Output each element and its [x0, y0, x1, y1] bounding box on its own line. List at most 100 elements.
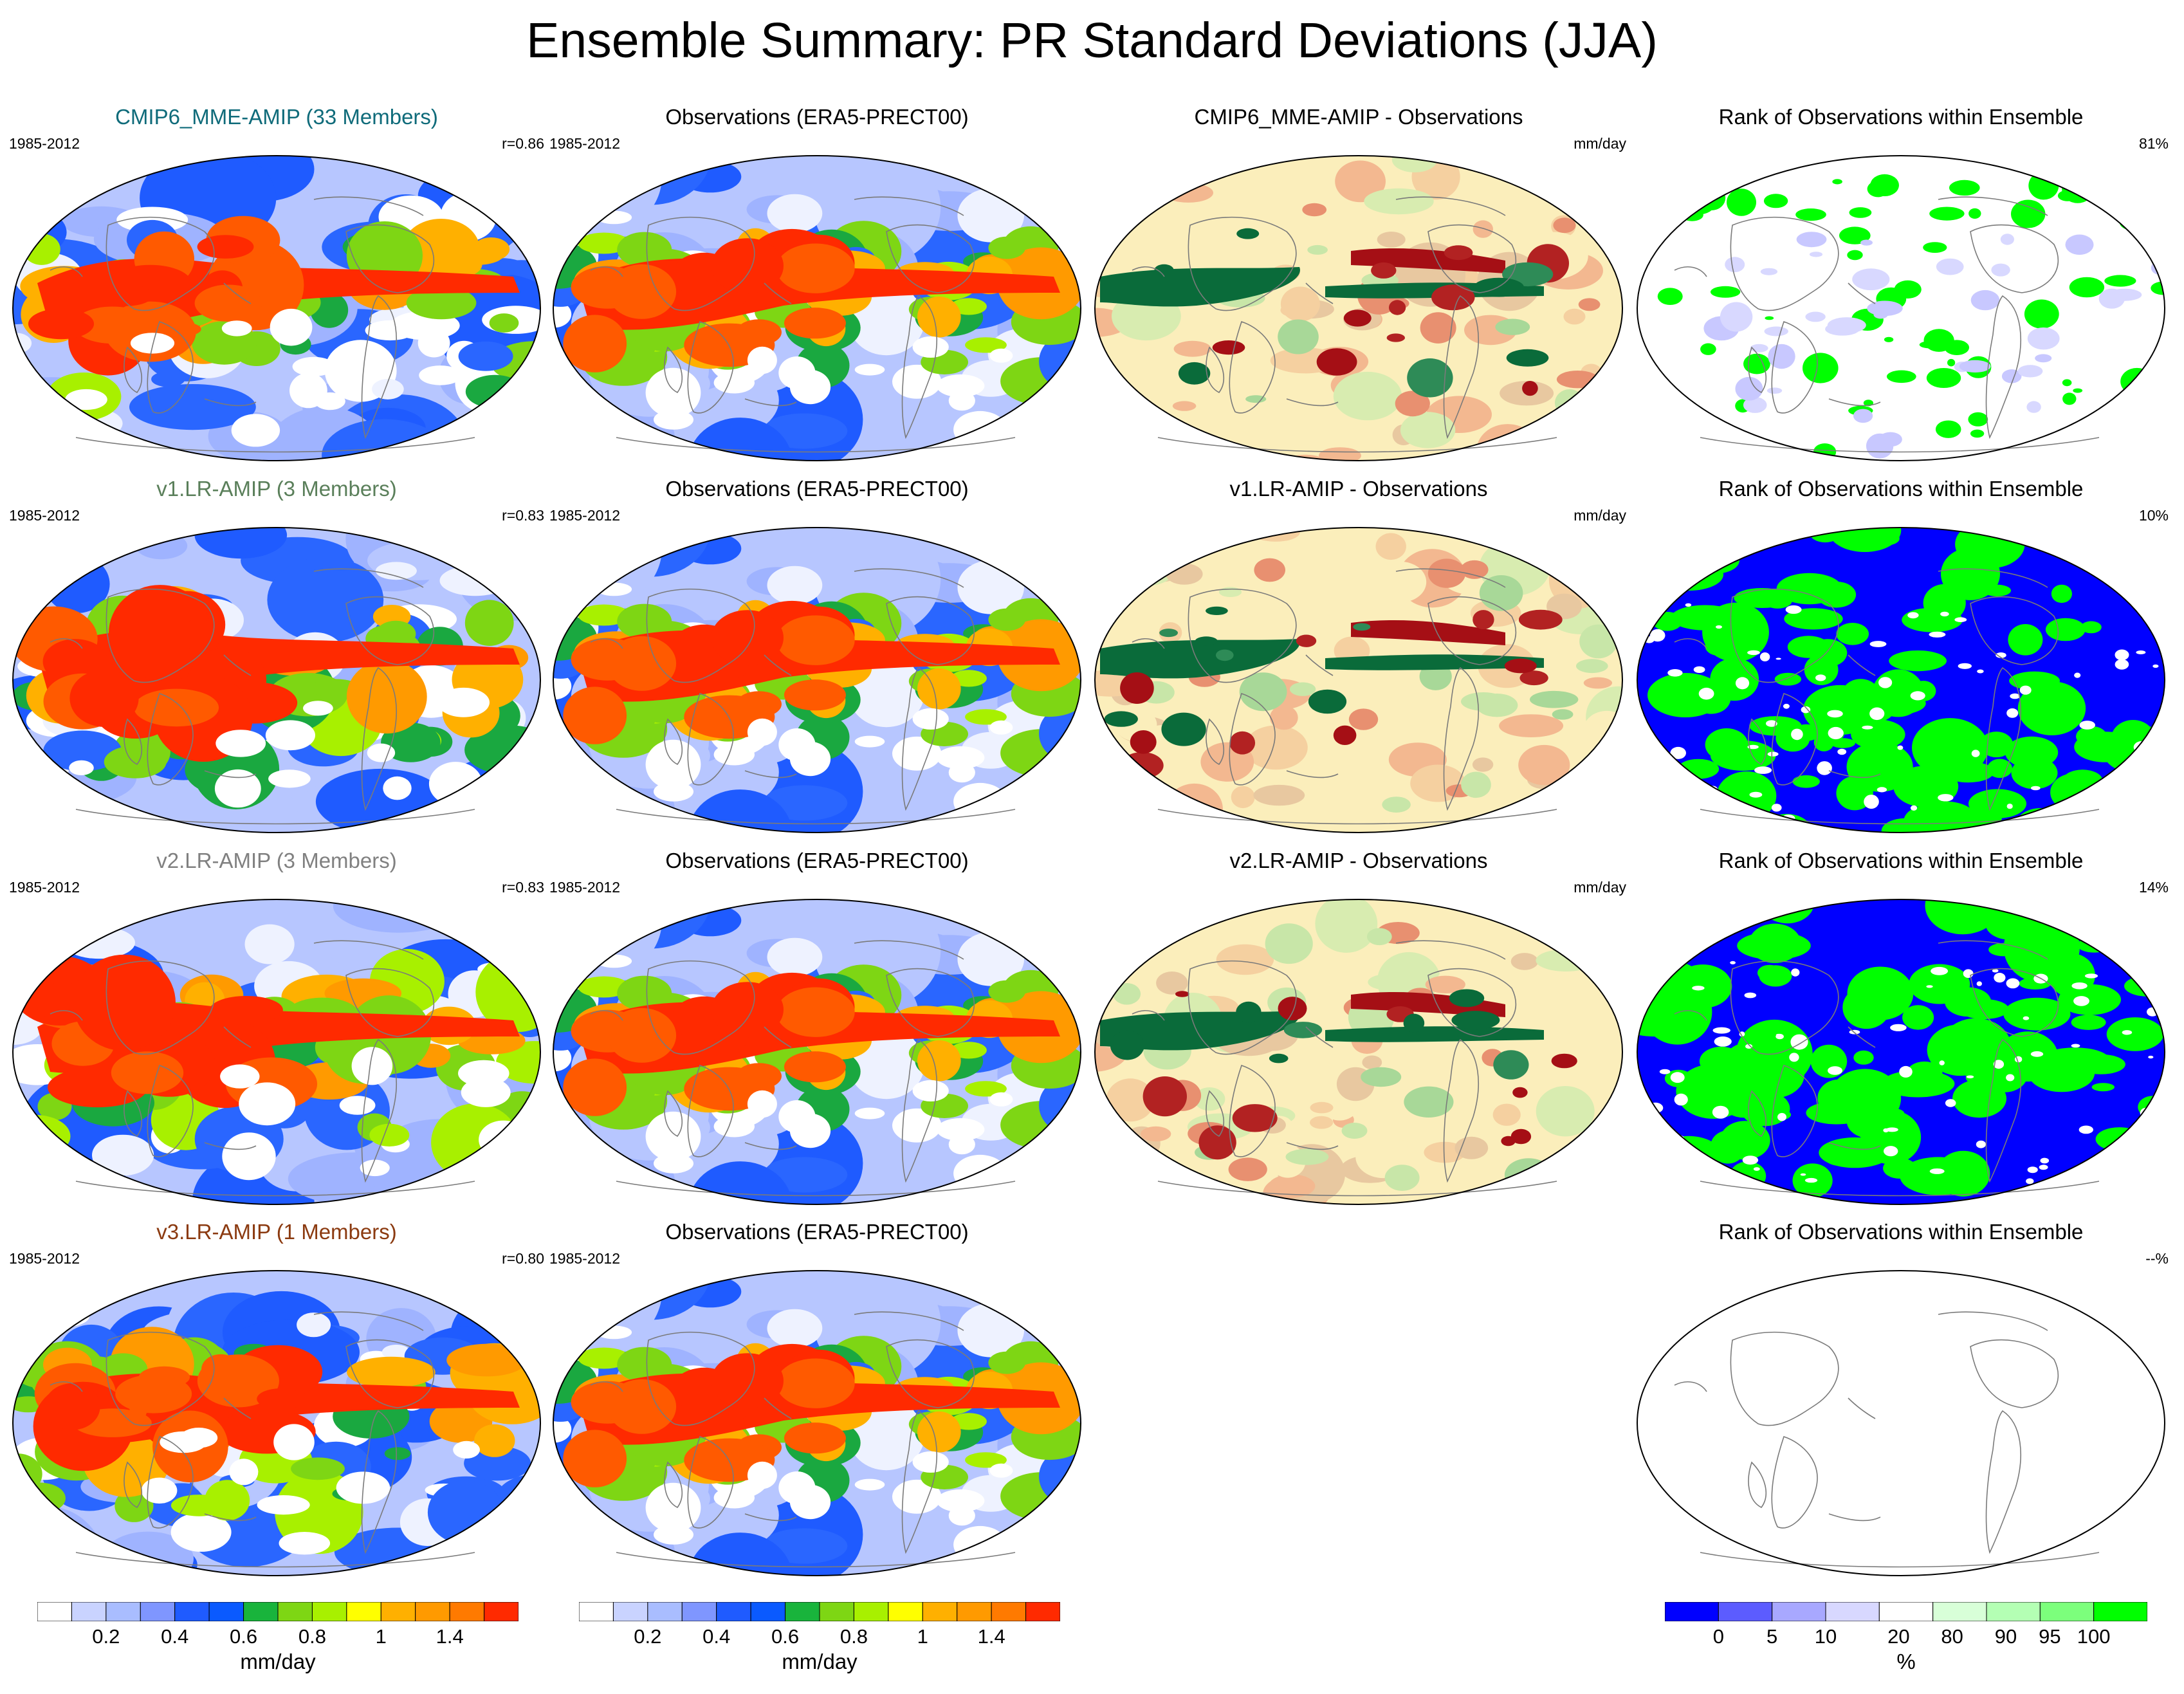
panel-stat: mm/day [1574, 879, 1626, 896]
colorbar-swatch [716, 1602, 751, 1621]
colorbar-swatch [888, 1602, 923, 1621]
panel-title: Rank of Observations within Ensemble [1718, 1220, 2084, 1244]
colorbar-swatch [37, 1602, 72, 1621]
panel-title: CMIP6_MME-AMIP - Observations [1194, 105, 1523, 129]
difference-panel: v2.LR-AMIP - Observations mm/day [1088, 848, 1629, 1208]
panel-stat: r=0.83 [502, 879, 544, 896]
colorbar-tick-label: 0.2 [92, 1625, 120, 1648]
rank-panel: Rank of Observations within Ensemble 10% [1631, 476, 2171, 836]
panel-title: Rank of Observations within Ensemble [1718, 849, 2084, 872]
panel-period: 1985-2012 [549, 879, 620, 896]
colorbar-units: % [1896, 1650, 1916, 1673]
rank-colorbar: 0 5 10 20 80 90 95 100% [1665, 1602, 2147, 1679]
colorbar-swatch [380, 1602, 416, 1621]
globe-map [12, 154, 542, 462]
panel-stat: mm/day [1574, 135, 1626, 152]
colorbar-swatch [647, 1602, 683, 1621]
colorbar-tick-label: 0.2 [634, 1625, 662, 1648]
globe-map [1094, 898, 1624, 1206]
colorbar-swatch [2093, 1602, 2147, 1621]
panel-stat: 10% [2138, 507, 2169, 524]
colorbar-swatch [1025, 1602, 1060, 1621]
colorbar-tick-label: 1 [917, 1625, 928, 1648]
colorbar-swatch [579, 1602, 614, 1621]
panel-title: Observations (ERA5-PRECT00) [665, 477, 969, 501]
panel-period: 1985-2012 [9, 879, 80, 896]
panel-title: Observations (ERA5-PRECT00) [665, 1220, 969, 1244]
globe-map [552, 526, 1082, 834]
colorbar-swatch [2039, 1602, 2095, 1621]
rank-panel: Rank of Observations within Ensemble 81% [1631, 104, 2171, 465]
panel-period: 1985-2012 [9, 507, 80, 524]
colorbar-swatch [277, 1602, 313, 1621]
panel-title: Rank of Observations within Ensemble [1718, 477, 2084, 501]
colorbar-swatch [612, 1602, 648, 1621]
panel-title: v1.LR-AMIP - Observations [1229, 477, 1488, 501]
globe-map [12, 1269, 542, 1577]
colorbar-tick-label: 0.8 [298, 1625, 326, 1648]
obs-std-panel: Observations (ERA5-PRECT00) 1985-2012 [547, 848, 1087, 1208]
panel-title: CMIP6_MME-AMIP (33 Members) [115, 105, 438, 129]
obs-std-panel: Observations (ERA5-PRECT00) 1985-2012 [547, 476, 1087, 836]
globe-map [1094, 526, 1624, 834]
colorbar-tick-label: 100 [2077, 1625, 2111, 1648]
colorbar-swatch [1825, 1602, 1880, 1621]
difference-panel: v1.LR-AMIP - Observations mm/day [1088, 476, 1629, 836]
panel-stat: 14% [2138, 879, 2169, 896]
colorbar-swatch [1718, 1602, 1773, 1621]
panel-stat: r=0.83 [502, 507, 544, 524]
colorbar-tick-label: 0.4 [702, 1625, 731, 1648]
model-std-panel: v2.LR-AMIP (3 Members) 1985-2012 r=0.83 [6, 848, 547, 1208]
panel-period: 1985-2012 [9, 1250, 80, 1267]
colorbar-swatch [785, 1602, 820, 1621]
panel-period: 1985-2012 [9, 135, 80, 152]
colorbar-tick-label: 1.4 [977, 1625, 1005, 1648]
model-std-panel: v3.LR-AMIP (1 Members) 1985-2012 r=0.80 [6, 1219, 547, 1579]
colorbar-tick-label: 1 [375, 1625, 387, 1648]
colorbar-swatch [243, 1602, 279, 1621]
globe-map [1636, 898, 2166, 1206]
colorbar-tick-label: 80 [1941, 1625, 1963, 1648]
panel-stat: --% [2145, 1250, 2169, 1267]
globe-map [552, 1269, 1082, 1577]
colorbar-swatch [1878, 1602, 1934, 1621]
difference-panel: CMIP6_MME-AMIP - Observations mm/day [1088, 104, 1629, 465]
colorbar-units: mm/day [240, 1650, 316, 1673]
colorbar-swatch [1932, 1602, 1987, 1621]
colorbar-swatch [415, 1602, 450, 1621]
panel-title: v3.LR-AMIP (1 Members) [156, 1220, 397, 1244]
colorbar-units: mm/day [782, 1650, 858, 1673]
std-colorbar-right: 0.2 0.4 0.6 0.8 1 1.4 mm/day [579, 1602, 1060, 1679]
rank-panel: Rank of Observations within Ensemble --% [1631, 1219, 2171, 1579]
panel-title: Observations (ERA5-PRECT00) [665, 105, 969, 129]
panel-period: 1985-2012 [549, 135, 620, 152]
colorbar-swatch [1772, 1602, 1826, 1621]
globe-map [1636, 526, 2166, 834]
colorbar-swatch [71, 1602, 107, 1621]
colorbar-tick-label: 0.6 [230, 1625, 258, 1648]
colorbar-tick-label: 0.4 [161, 1625, 189, 1648]
colorbar-swatch [750, 1602, 786, 1621]
globe-map [1636, 1269, 2166, 1577]
model-std-panel: v1.LR-AMIP (3 Members) 1985-2012 r=0.83 [6, 476, 547, 836]
colorbar-tick-label: 10 [1814, 1625, 1837, 1648]
colorbar-swatch [1986, 1602, 2041, 1621]
panel-period: 1985-2012 [549, 507, 620, 524]
colorbar-swatch [174, 1602, 210, 1621]
globe-map [1094, 154, 1624, 462]
colorbar-tick-label: 5 [1766, 1625, 1778, 1648]
colorbar-swatch [346, 1602, 381, 1621]
colorbar-swatch [819, 1602, 854, 1621]
globe-map [1636, 154, 2166, 462]
colorbar-swatch [140, 1602, 176, 1621]
colorbar-swatch [208, 1602, 244, 1621]
colorbar-tick-label: 20 [1887, 1625, 1910, 1648]
colorbar-tick-label: 0 [1712, 1625, 1724, 1648]
colorbar-swatch [311, 1602, 347, 1621]
figure-title: Ensemble Summary: PR Standard Deviations… [526, 13, 1658, 68]
panel-stat: mm/day [1574, 507, 1626, 524]
colorbar-swatch [1665, 1602, 1719, 1621]
rank-panel: Rank of Observations within Ensemble 14% [1631, 848, 2171, 1208]
obs-std-panel: Observations (ERA5-PRECT00) 1985-2012 [547, 1219, 1087, 1579]
colorbar-swatch [922, 1602, 958, 1621]
